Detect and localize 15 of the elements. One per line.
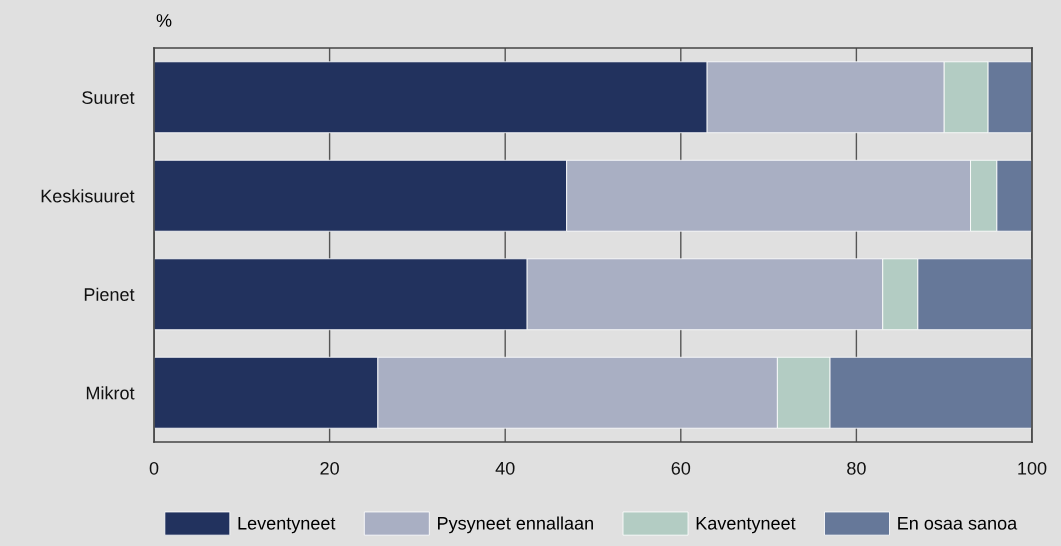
y-axis-title: % xyxy=(156,14,172,27)
legend-label: Leventyneet xyxy=(238,517,336,534)
legend-label: Kaventyneet xyxy=(696,517,796,534)
legend-label: Pysyneet ennallaan xyxy=(438,516,593,534)
x-tick-label: 100 xyxy=(1018,461,1047,475)
x-tick-label: 20 xyxy=(320,461,339,475)
x-tick-label: 60 xyxy=(671,461,691,475)
y-tick-label: Pienet xyxy=(84,287,135,301)
x-tick-label: 40 xyxy=(495,461,515,475)
y-tick-label: Keskisuuret xyxy=(41,189,135,203)
y-tick-label: Mikrot xyxy=(86,386,135,400)
legend-label: En osaa sanoa xyxy=(898,517,1018,530)
x-tick-label: 80 xyxy=(847,461,866,475)
x-tick-label: 0 xyxy=(149,461,159,475)
y-tick-label: Suuret xyxy=(82,91,135,104)
